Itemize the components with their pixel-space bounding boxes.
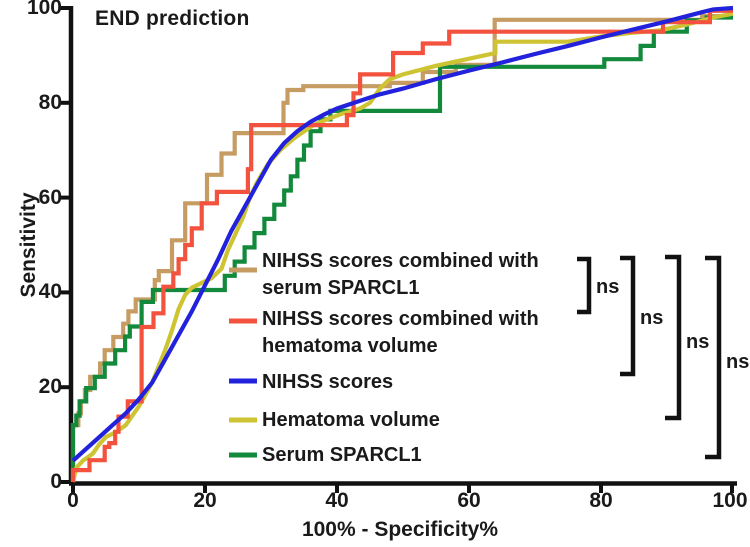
legend-label: Hematoma volume [262,409,440,431]
x-tick-label: 40 [325,489,349,512]
roc-curve-nihss-scores [71,5,734,463]
x-tick-label: 60 [457,489,481,512]
legend-label: NIHSS scores combined with [262,250,539,272]
ns-label-3: ns [686,331,710,353]
significance-bracket-3 [665,254,682,421]
roc-curve-serum-sparcl1 [70,15,733,482]
y-tick-label: 20 [38,375,62,399]
y-axis-label: Sensitivity [17,192,40,298]
legend-label: serum SPARCL1 [262,277,420,299]
chart-title: END prediction [95,7,250,30]
ns-label-1: ns [596,276,620,298]
legend-label: Serum SPARCL1 [262,444,422,466]
x-tick-label: 80 [589,489,613,512]
legend-item-nihss-hematoma: NIHSS scores combined with hematoma volum… [262,306,539,360]
ns-label-2: ns [640,307,664,329]
y-tick-label: 80 [38,90,62,114]
y-tick-label: 0 [50,470,62,493]
x-tick-label: 20 [193,489,217,512]
significance-bracket-4 [705,255,722,460]
legend-item-nihss-sparcl1: NIHSS scores combined with serum SPARCL1 [262,248,539,302]
ns-label-4: ns [726,351,750,373]
legend-label: hematoma volume [262,335,438,357]
legend-item-nihss: NIHSS scores [262,369,393,396]
legend-label: NIHSS scores [262,371,394,393]
y-tick-label: 40 [38,280,62,304]
x-axis-label: 100% - Specificity% [301,518,499,541]
y-tick-label: 60 [38,185,62,209]
x-tick-label: 100 [712,489,748,512]
significance-bracket-1 [577,256,592,315]
legend-label: NIHSS scores combined with [262,308,539,330]
significance-bracket-2 [620,255,636,377]
legend-item-sparcl1: Serum SPARCL1 [262,442,422,469]
legend-item-hematoma: Hematoma volume [262,407,440,434]
roc-curve-nihss-scores-combined-with-serum-sparcl1 [70,14,733,482]
roc-curve-nihss-scores-combined-with-hematoma-volume [70,8,733,482]
x-tick-label: 0 [67,489,79,512]
y-tick-label: 100 [26,0,62,19]
